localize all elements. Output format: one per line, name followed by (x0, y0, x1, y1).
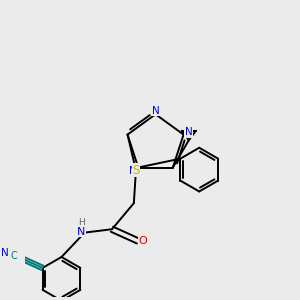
Text: O: O (139, 236, 148, 246)
Text: N: N (1, 248, 9, 258)
Text: S: S (132, 164, 140, 177)
Text: N: N (152, 106, 159, 116)
Text: N: N (185, 127, 193, 137)
Text: N: N (77, 227, 86, 237)
Text: C: C (10, 251, 17, 261)
Text: H: H (78, 218, 85, 226)
Text: N: N (129, 166, 137, 176)
